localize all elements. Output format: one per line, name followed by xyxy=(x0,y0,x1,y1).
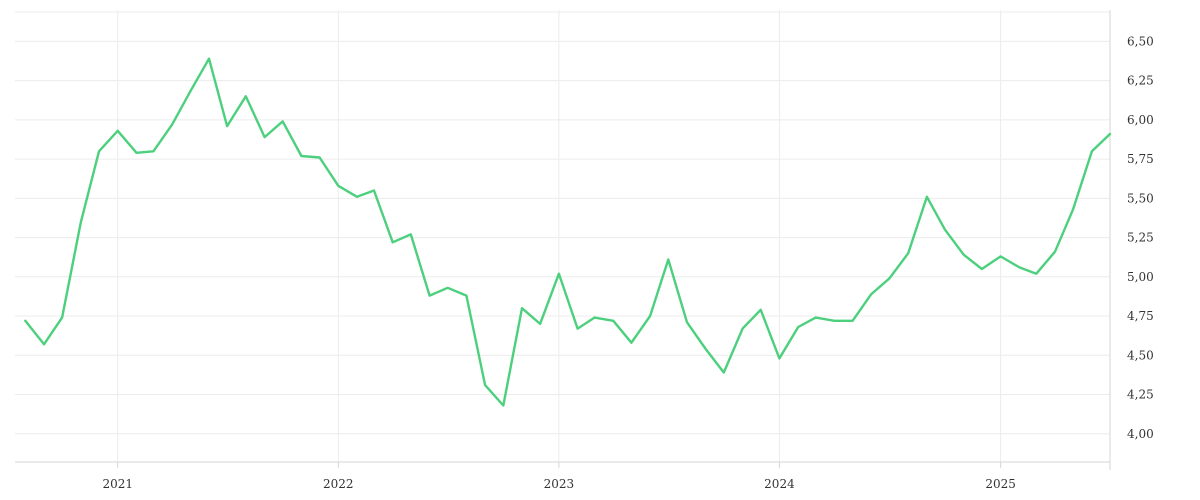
series-line xyxy=(24,57,1112,407)
y-tick-label: 5,75 xyxy=(1127,152,1154,166)
grid xyxy=(15,10,1110,462)
y-tick-label: 5,50 xyxy=(1127,191,1154,205)
axes xyxy=(15,10,1111,470)
y-tick-label: 4,25 xyxy=(1127,388,1154,402)
y-tick-label: 4,00 xyxy=(1127,427,1154,441)
y-tick-label: 5,25 xyxy=(1127,231,1154,245)
y-tick-label: 4,50 xyxy=(1127,348,1154,362)
tick-labels: 4,00 4,25 4,50 4,75 5,00 5,25 5,50 5,75 6,00 6,25… xyxy=(102,34,1153,491)
y-tick-label: 6,25 xyxy=(1127,74,1154,88)
x-tick-label: 2025 xyxy=(985,477,1016,491)
y-tick-label: 6,50 xyxy=(1127,34,1154,48)
series-layer xyxy=(24,57,1112,407)
y-tick-label: 6,00 xyxy=(1127,113,1154,127)
x-tick-label: 2022 xyxy=(323,477,354,491)
y-tick-label: 4,75 xyxy=(1127,309,1154,323)
y-tick-label: 5,00 xyxy=(1127,270,1154,284)
x-tick-label: 2021 xyxy=(102,477,133,491)
x-tick-label: 2023 xyxy=(544,477,575,491)
x-tick-label: 2024 xyxy=(764,477,795,491)
